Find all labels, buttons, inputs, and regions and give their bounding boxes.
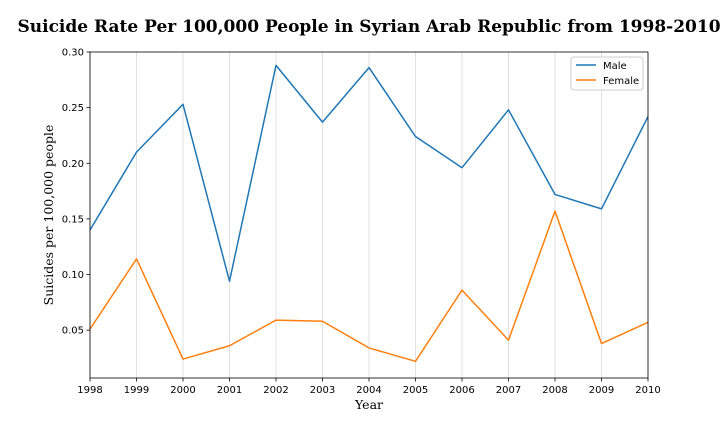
x-tick-label: 2006 <box>449 385 474 396</box>
y-tick-label: 0.20 <box>62 159 84 170</box>
series-line-male <box>89 64 649 282</box>
series-lines <box>89 64 649 363</box>
y-axis-label: Suicides per 100,000 people <box>41 125 56 306</box>
legend-male-label: Male <box>603 61 627 72</box>
y-tick-label: 0.30 <box>62 48 84 59</box>
y-tick-label: 0.25 <box>62 103 84 114</box>
y-axis-ticks: 0.05 0.10 0.15 0.20 0.25 0.30 <box>62 48 90 337</box>
x-tick-label: 1999 <box>124 385 149 396</box>
x-tick-label: 2000 <box>170 385 195 396</box>
legend: Male Female <box>570 56 644 91</box>
x-tick-label: 2002 <box>263 385 288 396</box>
x-tick-label: 2007 <box>496 385 521 396</box>
legend-female-label: Female <box>603 76 639 87</box>
grid-lines <box>89 52 649 378</box>
x-tick-label: 2010 <box>635 385 660 396</box>
x-tick-label: 1998 <box>77 385 102 396</box>
y-tick-label: 0.05 <box>62 326 84 337</box>
x-tick-label: 2004 <box>356 385 381 396</box>
x-axis-ticks: 1998 1999 2000 2001 2002 2003 2004 2005 2006 2007… <box>77 378 661 396</box>
x-tick-label: 2005 <box>403 385 428 396</box>
y-tick-label: 0.10 <box>62 270 84 281</box>
x-tick-label: 2003 <box>310 385 335 396</box>
y-tick-label: 0.15 <box>62 214 84 225</box>
x-tick-label: 2009 <box>589 385 614 396</box>
series-line-female <box>89 210 649 363</box>
x-axis-label: Year <box>354 397 383 412</box>
chart-title: Suicide Rate Per 100,000 People in Syria… <box>17 17 720 37</box>
x-tick-label: 2008 <box>542 385 567 396</box>
x-tick-label: 2001 <box>217 385 242 396</box>
